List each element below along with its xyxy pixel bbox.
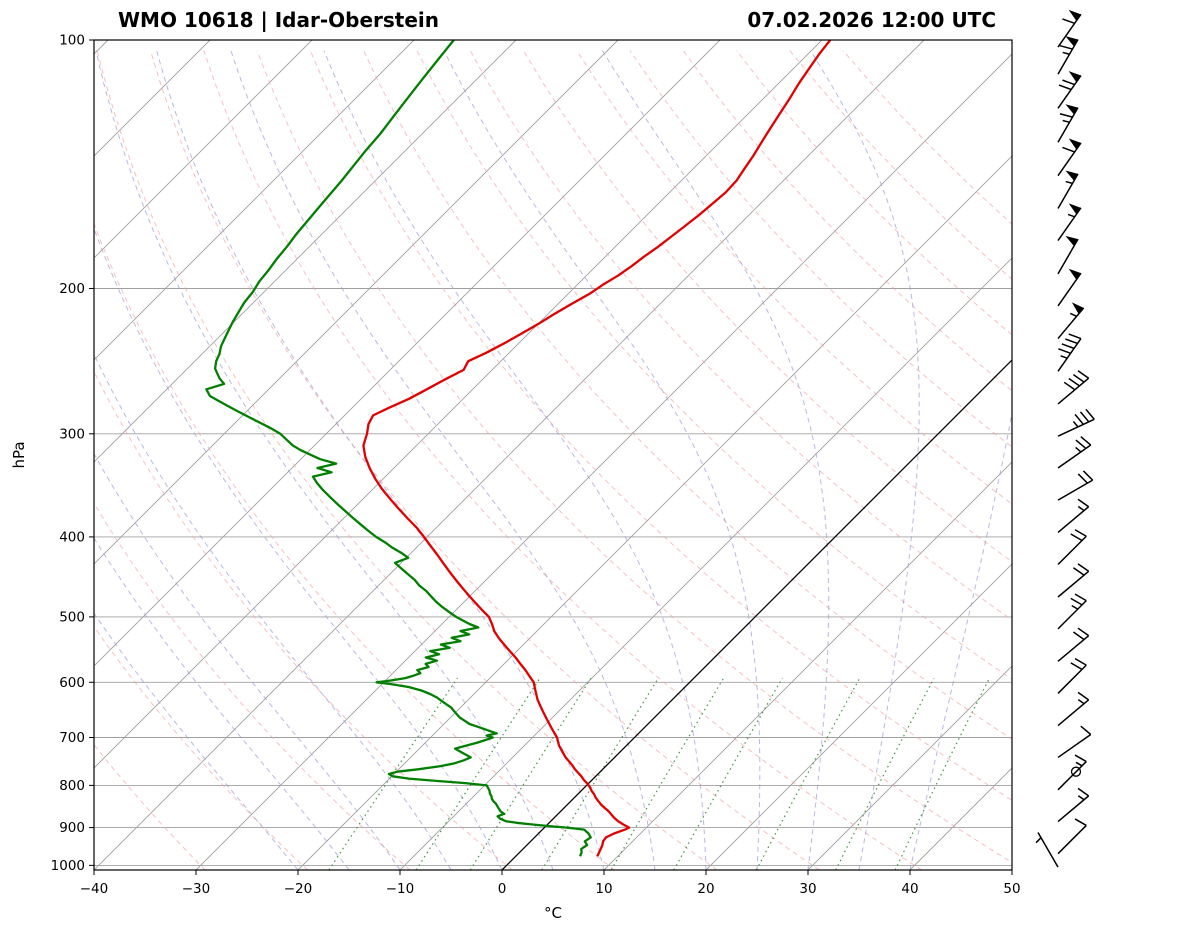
wind-barb-icon [1057, 658, 1087, 694]
plot-frame [93, 39, 1013, 871]
wind-barb-icon [1057, 470, 1094, 501]
wind-barb-icon [1057, 408, 1095, 437]
wind-barb-icon [1057, 138, 1082, 177]
x-tick-label: 10 [595, 881, 612, 897]
wind-barb-icon [1057, 170, 1079, 209]
chart-title-datetime: 07.02.2026 12:00 UTC [747, 8, 996, 32]
y-tick-label: 600 [59, 675, 85, 691]
wind-barb-icon [1057, 36, 1079, 75]
plot-area [94, 40, 1012, 870]
y-tick-label: 900 [59, 820, 85, 836]
wind-barb-icon [1057, 593, 1087, 630]
x-axis-label: °C [544, 904, 562, 922]
x-tick-label: 40 [901, 881, 918, 897]
y-tick-label: 1000 [51, 858, 85, 874]
x-tick-label: −20 [284, 881, 313, 897]
chart-title-station: WMO 10618 | Idar-Oberstein [118, 8, 439, 32]
x-tick-label: −10 [386, 881, 415, 897]
x-tick-label: 30 [799, 881, 816, 897]
y-tick-label: 700 [59, 730, 85, 746]
wind-barb-icon [1057, 498, 1090, 533]
wind-barb-icon [1057, 529, 1087, 566]
x-tick-label: 20 [697, 881, 714, 897]
calm-wind-icon [1070, 766, 1082, 777]
wind-barb-icon [1057, 268, 1082, 307]
y-axis-label: hPa [10, 441, 28, 468]
y-tick-label: 500 [59, 609, 85, 625]
y-tick-label: 300 [59, 426, 85, 442]
x-tick-label: −30 [182, 881, 211, 897]
wind-barb-icon [1057, 333, 1082, 372]
wind-barb-icon [1035, 832, 1059, 868]
wind-barb-icon [1057, 691, 1090, 727]
y-tick-label: 100 [59, 33, 85, 49]
wind-barb-icon [1057, 235, 1079, 275]
wind-barb-icon [1057, 302, 1085, 340]
wind-barb-icon [1057, 203, 1082, 242]
wind-barb-icon [1057, 436, 1092, 469]
y-tick-label: 400 [59, 529, 85, 545]
wind-barb-icon [1057, 725, 1092, 759]
x-tick-label: −40 [80, 881, 109, 897]
wind-barb-icon [1057, 104, 1079, 143]
wind-barb-icon [1057, 787, 1090, 823]
wind-barb-icon [1057, 9, 1082, 48]
wind-barb-icon [1057, 818, 1087, 855]
wind-barb-column [1035, 9, 1095, 868]
y-tick-label: 200 [59, 281, 85, 297]
wind-barb-icon [1057, 627, 1090, 662]
wind-barb-icon [1057, 370, 1090, 405]
wind-barb-icon [1057, 71, 1082, 109]
x-tick-label: 0 [498, 881, 507, 897]
y-tick-label: 800 [59, 778, 85, 794]
wind-barb-icon [1057, 754, 1087, 791]
x-tick-label: 50 [1003, 881, 1020, 897]
wind-barb-icon [1057, 563, 1090, 598]
